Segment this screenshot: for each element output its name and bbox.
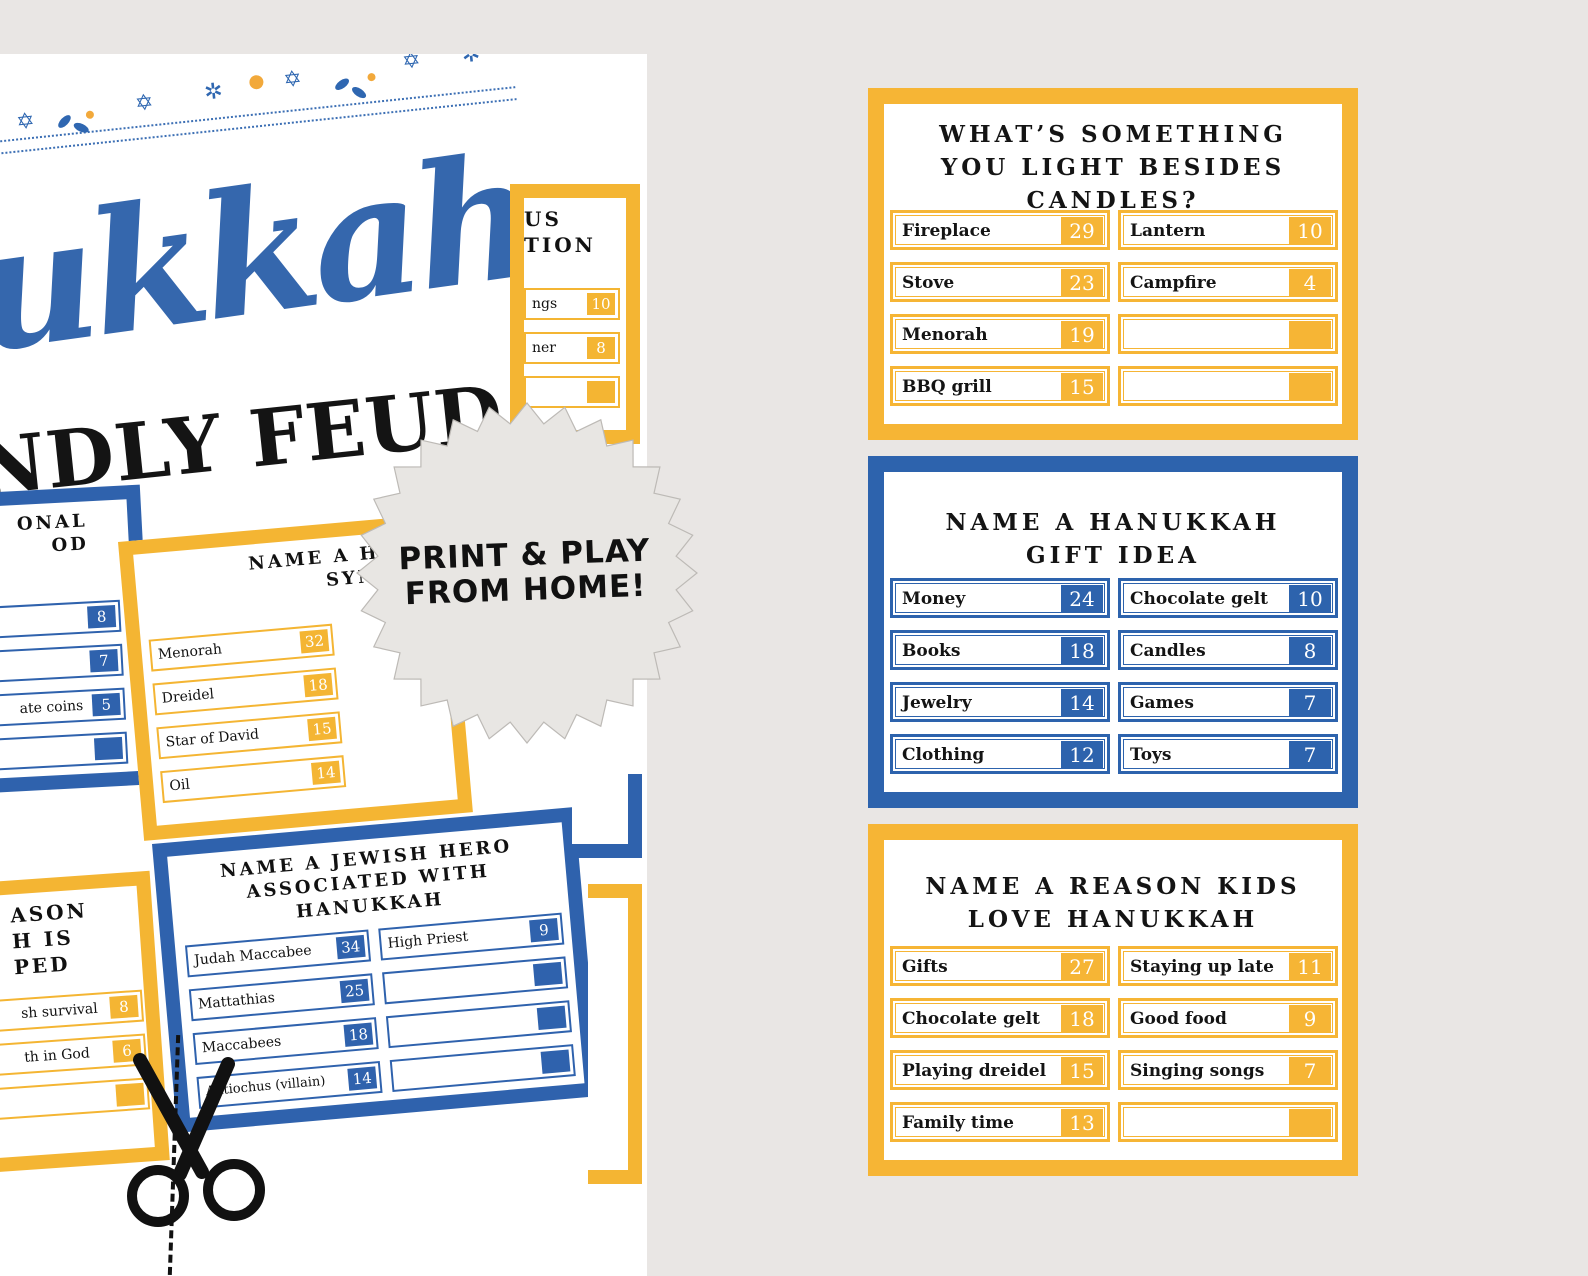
answer-slot: Clothing 12: [890, 734, 1110, 774]
scissors-icon: [127, 1053, 265, 1227]
brand-title: ukkah: [0, 115, 546, 393]
star-of-david-icon: ✲: [202, 78, 224, 106]
mini-answer-row: [524, 376, 620, 408]
answer-slot: Books 18: [890, 630, 1110, 670]
berry-icon: [85, 110, 95, 120]
mini-card-title: US TION: [524, 207, 596, 257]
mini-answer-row: ngs 10: [524, 288, 620, 320]
feud-card: NAME A REASON KIDS LOVE HANUKKAH Gifts 27…: [868, 824, 1358, 1176]
answer-slot: Games 7: [1118, 682, 1338, 722]
print-badge: [356, 402, 698, 744]
answer-slot: [1118, 366, 1338, 406]
answer-slot: Lantern 10: [1118, 210, 1338, 250]
mini-answer-row: [389, 1044, 576, 1092]
answer-slot: Family time 13: [890, 1102, 1110, 1142]
print-badge-text: PRINT & PLAY FROM HOME!: [397, 532, 651, 612]
mini-card-edge: [588, 884, 642, 1184]
card-title: WHAT’S SOMETHING YOU LIGHT BESIDES CANDL…: [939, 121, 1287, 214]
mini-answer-row: Oil 14: [160, 755, 347, 804]
mini-answer-row: ate coins 5: [0, 687, 127, 727]
answer-slot: Staying up late 11: [1118, 946, 1338, 986]
mini-answer-row: 7: [0, 643, 124, 684]
mini-card-title: ASON H IS PED: [9, 898, 89, 980]
mini-answer-row: [382, 956, 569, 1005]
star-of-david-icon: ✡: [282, 66, 304, 94]
mini-answer-row: High Priest 9: [378, 912, 565, 961]
star-of-david-icon: ✡: [133, 90, 155, 117]
leaf-icon: [350, 84, 368, 101]
star-of-david-icon: ✡: [15, 108, 37, 136]
answer-slot: Jewelry 14: [890, 682, 1110, 722]
answer-slot: Good food 9: [1118, 998, 1338, 1038]
answer-slot: Stove 23: [890, 262, 1110, 302]
mini-answer-row: [0, 731, 129, 771]
answer-slot: Chocolate gelt 10: [1118, 578, 1338, 618]
mini-answer-row: sh survival 8: [0, 989, 145, 1033]
mini-answer-row: Menorah 32: [148, 623, 335, 672]
mini-answer-row: Dreidel 18: [152, 667, 339, 716]
mini-answer-row: ner 8: [524, 332, 620, 364]
answer-slot: Playing dreidel 15: [890, 1050, 1110, 1090]
feud-card: WHAT’S SOMETHING YOU LIGHT BESIDES CANDL…: [868, 88, 1358, 440]
answer-slot: Candles 8: [1118, 630, 1338, 670]
answer-slot: Chocolate gelt 18: [890, 998, 1110, 1038]
leaf-icon: [56, 112, 73, 131]
answer-slot: Fireplace 29: [890, 210, 1110, 250]
answer-slot: [1118, 314, 1338, 354]
answer-slot: Campfire 4: [1118, 262, 1338, 302]
mini-card: US TION ngs 10 ner 8: [510, 184, 640, 444]
mini-answer-row: 8: [0, 599, 122, 640]
card-title: NAME A REASON KIDS LOVE HANUKKAH: [925, 873, 1301, 933]
answer-slot: [1118, 1102, 1338, 1142]
card-title: NAME A HANUKKAH GIFT IDEA: [945, 509, 1281, 569]
flower-icon: [248, 74, 265, 90]
answer-slot: BBQ grill 15: [890, 366, 1110, 406]
snowflake-icon: ✲: [460, 54, 482, 69]
mini-answer-row: Star of David 15: [156, 711, 343, 760]
berry-icon: [367, 72, 376, 82]
leaf-icon: [333, 76, 351, 93]
answer-slot: Gifts 27: [890, 946, 1110, 986]
mini-answer-row: Mattathias 25: [188, 973, 375, 1022]
star-of-david-icon: ✡: [400, 54, 422, 75]
answer-slot: Money 24: [890, 578, 1110, 618]
answer-slot: Singing songs 7: [1118, 1050, 1338, 1090]
answer-slot: Menorah 19: [890, 314, 1110, 354]
answer-slot: Toys 7: [1118, 734, 1338, 774]
mini-card-edge: [572, 774, 642, 858]
mini-card-title: ONAL OD: [16, 510, 90, 557]
mini-answer-row: [385, 1000, 572, 1049]
mini-answer-row: Judah Maccabee 34: [184, 929, 372, 978]
feud-card: NAME A HANUKKAH GIFT IDEA Money 24 Books 1…: [868, 456, 1358, 808]
